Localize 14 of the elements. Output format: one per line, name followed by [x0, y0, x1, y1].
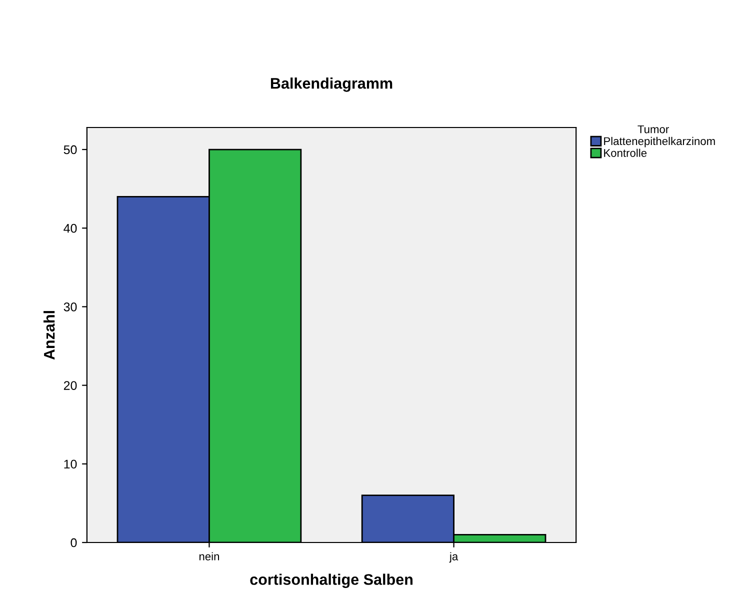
y-tick-label: 20 — [64, 381, 77, 390]
legend-title: Tumor — [638, 125, 669, 134]
x-axis-title: cortisonhaltige Salben — [250, 574, 412, 588]
x-tick-label: ja — [449, 552, 458, 563]
x-tick-label: nein — [199, 552, 220, 560]
chart-title: Balkendiagramm — [270, 78, 392, 92]
y-tick-label: 10 — [64, 460, 77, 469]
y-tick-label: 0 — [70, 538, 77, 548]
y-axis-title: Anzahl — [44, 311, 55, 360]
y-tick-label: 50 — [64, 145, 77, 154]
y-tick-label: 40 — [64, 224, 77, 233]
y-tick-label: 30 — [64, 302, 77, 312]
legend-label: Plattenepithelkarzinom — [604, 136, 715, 148]
legend-label: Kontrolle — [604, 148, 647, 157]
